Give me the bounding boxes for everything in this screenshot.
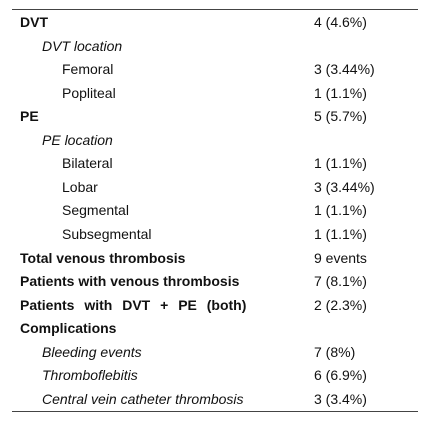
row-value: 1 (1.1%) [314, 226, 367, 243]
row-label: Complications [20, 320, 117, 337]
table-row: DVT location [0, 35, 432, 58]
row-value: 7 (8.1%) [314, 273, 367, 290]
row-label: DVT [20, 14, 48, 30]
table-row: Bleeding events 7 (8%) [0, 341, 432, 364]
row-label: PE location [42, 131, 113, 148]
table-row: PE 5 (5.7%) [0, 105, 432, 128]
table-row: Segmental 1 (1.1%) [0, 199, 432, 222]
row-label: Lobar [62, 178, 98, 195]
table-row: Femoral 3 (3.44%) [0, 58, 432, 81]
row-label: PE [20, 108, 39, 125]
row-label: Femoral [62, 61, 114, 78]
table-row: Bilateral 1 (1.1%) [0, 152, 432, 175]
row-value: 6 (6.9%) [314, 367, 367, 384]
table-row: PE location [0, 129, 432, 152]
table-row: Thromboflebitis 6 (6.9%) [0, 364, 432, 387]
row-value: 1 (1.1%) [314, 84, 367, 101]
row-value: 1 (1.1%) [314, 202, 367, 219]
row-value: 7 (8%) [314, 343, 356, 360]
row-value: 1 (1.1%) [314, 155, 367, 172]
row-value: 4 (4.6%) [314, 14, 367, 30]
table-row: Patients with venous thrombosis 7 (8.1%) [0, 270, 432, 293]
row-label: Subsegmental [62, 226, 152, 243]
row-value: 5 (5.7%) [314, 108, 367, 125]
table-row: Complications [0, 317, 432, 340]
row-value: 9 events [314, 249, 367, 266]
table-row: Patients with DVT + PE (both) 2 (2.3%) [0, 294, 432, 317]
bottom-rule [12, 411, 418, 412]
row-label: Patients with venous thrombosis [20, 273, 240, 290]
table-row: DVT 4 (4.6%) [0, 11, 432, 34]
top-rule [12, 9, 418, 10]
row-label: Bilateral [62, 155, 113, 172]
row-label: DVT location [42, 37, 123, 54]
table-row: Lobar 3 (3.44%) [0, 176, 432, 199]
table-row: Central vein catheter thrombosis 3 (3.4%) [0, 388, 432, 411]
row-label: Popliteal [62, 84, 116, 101]
row-label: Bleeding events [42, 343, 142, 360]
row-label: Central vein catheter thrombosis [42, 390, 244, 407]
table-row: Subsegmental 1 (1.1%) [0, 223, 432, 246]
row-label: Segmental [62, 202, 129, 219]
table-row: Popliteal 1 (1.1%) [0, 82, 432, 105]
row-value: 3 (3.44%) [314, 178, 375, 195]
row-label: Patients with DVT + PE (both) [20, 296, 247, 313]
row-value: 2 (2.3%) [314, 296, 367, 313]
row-label: Thromboflebitis [42, 367, 138, 384]
table-row: Total venous thrombosis 9 events [0, 247, 432, 270]
row-label: Total venous thrombosis [20, 249, 186, 266]
row-value: 3 (3.4%) [314, 390, 367, 407]
row-value: 3 (3.44%) [314, 61, 375, 78]
